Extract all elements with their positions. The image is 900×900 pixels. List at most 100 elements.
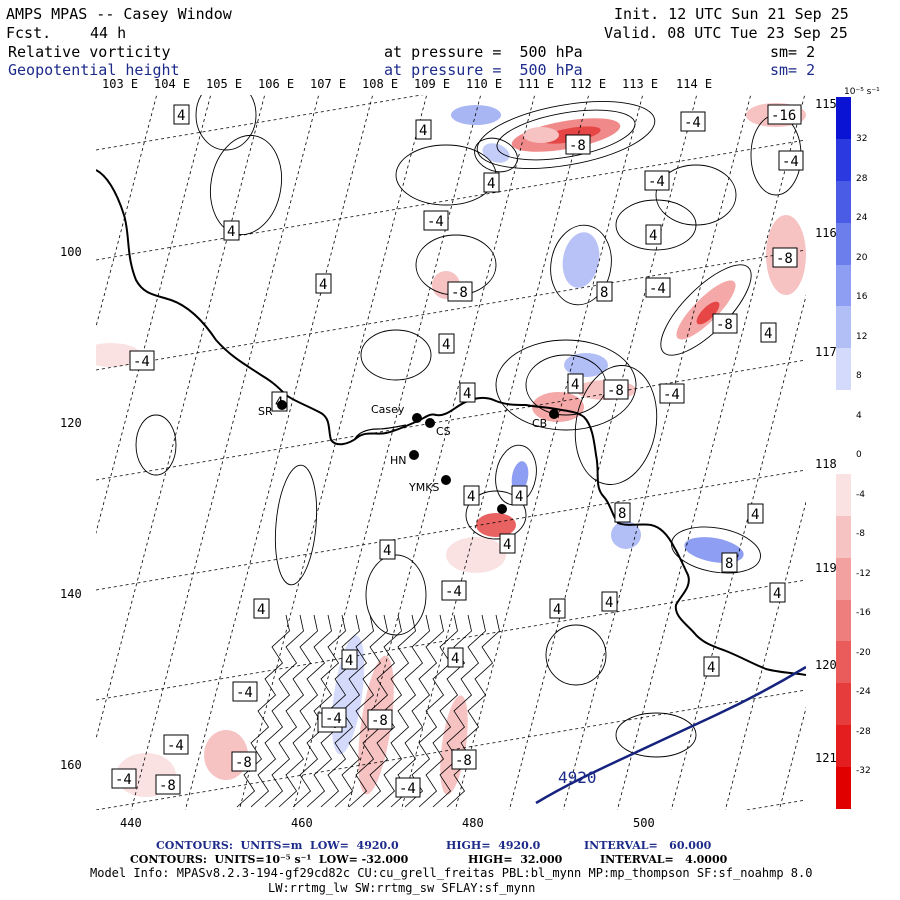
meridian-line bbox=[184, 95, 374, 810]
contour-label-box bbox=[129, 350, 155, 371]
meridian-line bbox=[130, 95, 320, 810]
vorticity-fill bbox=[440, 695, 468, 795]
longitude-label: 103 E bbox=[102, 77, 139, 91]
vorticity-contour bbox=[404, 614, 458, 808]
parallel-line bbox=[96, 579, 806, 701]
contour-label-box bbox=[315, 273, 332, 294]
y-axis-label-160: 160 bbox=[60, 758, 82, 772]
vorticity-contour bbox=[418, 614, 472, 808]
contour-label-text: 4 bbox=[227, 224, 235, 240]
vorticity-contour bbox=[292, 614, 346, 808]
vorticity-contour bbox=[376, 614, 430, 808]
longitude-label: 105 E bbox=[206, 77, 243, 91]
station-marker bbox=[441, 475, 451, 485]
contour-label-text: -16 bbox=[771, 108, 796, 124]
contour-label-text: -4 bbox=[782, 154, 799, 170]
longitude-label: 111 E bbox=[518, 77, 555, 91]
contour-label-box bbox=[321, 707, 347, 728]
meridian-line bbox=[292, 95, 482, 810]
meridian-line bbox=[346, 95, 536, 810]
contour-label-text: 4 bbox=[571, 377, 579, 393]
contour-label-box bbox=[644, 170, 670, 191]
station-label: SR bbox=[258, 405, 273, 418]
station-markers: SR Casey CS HN YMKS CB bbox=[258, 400, 559, 514]
colorbar-tick-label: 24 bbox=[856, 213, 868, 223]
contour-label-text: -8 bbox=[776, 251, 793, 267]
y-axis-label-100: 100 bbox=[60, 245, 82, 259]
colorbar-tick-label: -32 bbox=[856, 766, 871, 776]
field2-smoothing: sm= 2 bbox=[770, 61, 816, 79]
contour-label-text: -4 bbox=[684, 115, 701, 131]
meridian-line bbox=[400, 95, 590, 810]
contour-label-text: -4 bbox=[445, 584, 462, 600]
vorticity-contour bbox=[278, 614, 332, 808]
contour-label-box bbox=[767, 104, 802, 125]
vorticity-contour bbox=[195, 95, 257, 151]
contour-label-text: 8 bbox=[600, 285, 608, 301]
station-marker bbox=[425, 418, 435, 428]
colorbar-segment bbox=[836, 515, 851, 559]
contour-label-text: -8 bbox=[371, 713, 388, 729]
map-title: AMPS MPAS -- Casey Window bbox=[6, 5, 232, 23]
colorbar-tick-label: -24 bbox=[856, 687, 871, 697]
contour-label-text: 4 bbox=[451, 651, 459, 667]
contour-label-text: 4 bbox=[463, 386, 471, 402]
contour-label-text: 4 bbox=[319, 277, 327, 293]
parallel-line bbox=[96, 359, 806, 481]
longitude-label: 109 E bbox=[414, 77, 451, 91]
contour-label-text: 4 bbox=[605, 595, 613, 611]
field2-name: Geopotential height bbox=[8, 61, 180, 79]
contour-label-box bbox=[721, 552, 738, 573]
vorticity-contour bbox=[495, 444, 537, 506]
contour-label-text: -8 bbox=[159, 778, 176, 794]
vorticity-colorbar bbox=[836, 97, 851, 810]
vorticity-contour bbox=[264, 614, 318, 808]
contour-label-text: 4 bbox=[553, 602, 561, 618]
longitude-label: 104 E bbox=[154, 77, 191, 91]
contour-label-text: 4 bbox=[467, 489, 475, 505]
contour-label-box bbox=[511, 485, 528, 506]
station-label: CS bbox=[436, 425, 451, 438]
colorbar-segment bbox=[836, 432, 851, 475]
contour-label-box bbox=[423, 210, 449, 231]
contour-label-box bbox=[367, 709, 393, 730]
contour-label-box bbox=[645, 224, 662, 245]
longitude-label: 108 E bbox=[362, 77, 399, 91]
vorticity-contour bbox=[574, 365, 658, 485]
longitude-label: 112 E bbox=[570, 77, 607, 91]
contour-label-text: -4 bbox=[649, 281, 666, 297]
station-label: Casey bbox=[371, 403, 405, 416]
meridian-line bbox=[562, 95, 752, 810]
longitude-label: 107 E bbox=[310, 77, 347, 91]
colorbar-tick-label: -4 bbox=[856, 489, 865, 500]
contour-label-text: 4 bbox=[707, 660, 715, 676]
contour-label-box bbox=[772, 247, 798, 268]
colorbar-segment bbox=[836, 97, 851, 140]
forecast-hour: 44 h bbox=[90, 24, 127, 42]
vorticity-fill bbox=[611, 521, 641, 549]
height-contour-label: 4920 bbox=[558, 768, 597, 787]
contour-label-box bbox=[603, 379, 629, 400]
contour-label-text: -4 bbox=[399, 781, 416, 797]
contour-label-box bbox=[447, 281, 473, 302]
parallel-line bbox=[96, 689, 806, 810]
colorbar-segment bbox=[836, 264, 851, 307]
colorbar-tick-label: -28 bbox=[856, 726, 871, 737]
field1-smoothing: sm= 2 bbox=[770, 43, 816, 61]
colorbar-tick-label: -8 bbox=[856, 529, 865, 539]
meridian-line bbox=[454, 95, 644, 810]
parallel-line bbox=[96, 249, 806, 371]
vorticity-contour-info: CONTOURS: UNITS=10⁻⁵ s⁻¹ LOW= -32.000 bbox=[130, 853, 409, 866]
vorticity-contour bbox=[390, 614, 444, 808]
station-label: CB bbox=[532, 417, 547, 430]
station-marker bbox=[497, 504, 507, 514]
longitude-label: 113 E bbox=[622, 77, 659, 91]
parallel-line bbox=[96, 139, 806, 261]
vorticity-fill bbox=[482, 143, 510, 163]
contour-label-text: -4 bbox=[427, 214, 444, 230]
colorbar-unit: 10⁻⁵ s⁻¹ bbox=[844, 87, 880, 97]
station-marker bbox=[412, 413, 422, 423]
contour-label-text: 4 bbox=[177, 108, 185, 124]
vorticity-fill bbox=[451, 105, 501, 125]
meridian-line bbox=[616, 95, 806, 810]
